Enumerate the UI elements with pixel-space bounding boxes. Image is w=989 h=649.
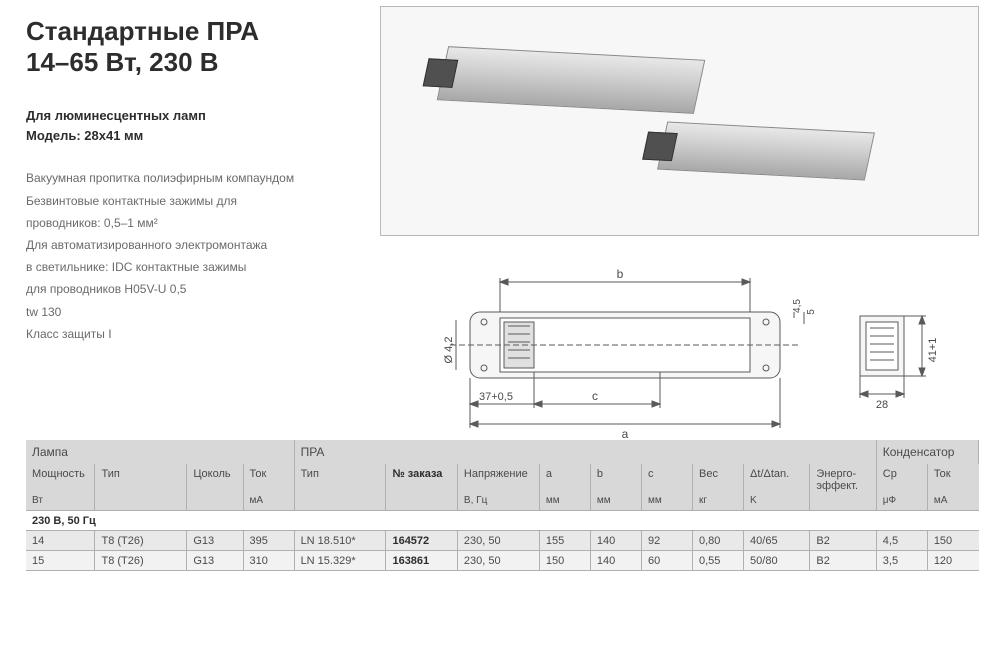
right-column: b a c 37+0,5 Ø 4,2 4,5 5 28 41+1 [380,0,989,444]
dim-45-label: 4,5 [792,299,803,313]
desc-line: Вакуумная пропитка полиэфирным компаундо… [26,167,360,189]
table-row: 14T8 (T26)G13395LN 18.510*164572230, 501… [26,530,979,550]
cell: 150 [539,550,590,570]
cell: G13 [187,550,243,570]
desc-line: в светильнике: IDC контактные зажимы [26,256,360,278]
ballast-photo-illustration [657,121,875,180]
cell: 4,5 [876,530,927,550]
cell: 230, 50 [457,530,539,550]
dimension-diagram: b a c 37+0,5 Ø 4,2 4,5 5 28 41+1 [380,264,979,444]
cell: T8 (T26) [95,550,187,570]
cell: 164572 [386,530,457,550]
col-header-11: Δt/Δtan.K [744,464,810,510]
terminal-block-icon [642,132,678,162]
cell: 120 [927,550,978,570]
cell: 14 [26,530,95,550]
desc-line: для проводников H05V-U 0,5 [26,278,360,300]
page-title-line1: Стандартные ПРА [26,16,360,47]
cell: 310 [243,550,294,570]
section-label: 230 В, 50 Гц [26,510,979,530]
cell: T8 (T26) [95,530,187,550]
col-header-5: № заказа [386,464,457,510]
dim-5-label: 5 [806,309,817,315]
product-photo-frame [380,6,979,236]
cell: 15 [26,550,95,570]
col-header-0: МощностьВт [26,464,95,510]
cell: LN 18.510* [294,530,386,550]
cell: LN 15.329* [294,550,386,570]
cell: 140 [590,550,641,570]
table-row: 15T8 (T26)G13310LN 15.329*163861230, 501… [26,550,979,570]
dim-41-label: 41+1 [927,338,939,363]
dim-b-label: b [617,267,624,281]
col-header-2: Цоколь [187,464,243,510]
cell: 230, 50 [457,550,539,570]
dim-28-label: 28 [876,399,888,411]
group-header-0: Лампа [26,440,294,464]
subtitle-model: Модель: 28x41 мм [26,126,360,146]
col-header-3: ТокмА [243,464,294,510]
cell: G13 [187,530,243,550]
left-column: Стандартные ПРА 14–65 Вт, 230 В Для люми… [0,0,380,444]
col-header-4: Тип [294,464,386,510]
cell: 395 [243,530,294,550]
col-header-8: bмм [590,464,641,510]
desc-line: Безвинтовые контактные зажимы для [26,190,360,212]
dim-a-label: a [622,427,629,441]
dim-37-label: 37+0,5 [479,391,513,403]
subtitle-lamp-type: Для люминесцентных ламп [26,106,360,126]
col-header-13: CpμФ [876,464,927,510]
cell: 40/65 [744,530,810,550]
col-header-1: Тип [95,464,187,510]
cell: 60 [641,550,692,570]
desc-line: проводников: 0,5–1 мм² [26,212,360,234]
col-header-12: Энерго- эффект. [810,464,876,510]
cell: 92 [641,530,692,550]
terminal-block-icon [423,58,459,88]
dim-c-label: c [592,389,598,403]
col-header-7: aмм [539,464,590,510]
cell: 150 [927,530,978,550]
col-header-6: НапряжениеВ, Гц [457,464,539,510]
desc-line: Для автоматизированного электромонтажа [26,234,360,256]
dim-dia-label: Ø 4,2 [443,337,455,364]
cell: 0,80 [693,530,744,550]
spec-table-wrap: ЛампаПРАКонденсатор МощностьВтТипЦокольТ… [0,440,989,571]
col-header-14: ТокмА [927,464,978,510]
col-header-10: Вескг [693,464,744,510]
cell: B2 [810,550,876,570]
description-block: Вакуумная пропитка полиэфирным компаундо… [26,167,360,345]
cell: 163861 [386,550,457,570]
cell: 50/80 [744,550,810,570]
cell: B2 [810,530,876,550]
cell: 0,55 [693,550,744,570]
cell: 155 [539,530,590,550]
ballast-photo-illustration [437,46,706,114]
desc-line: Класс защиты I [26,323,360,345]
page-title-line2: 14–65 Вт, 230 В [26,47,360,78]
spec-table: ЛампаПРАКонденсатор МощностьВтТипЦокольТ… [26,440,979,571]
cell: 140 [590,530,641,550]
col-header-9: cмм [641,464,692,510]
cell: 3,5 [876,550,927,570]
desc-line: tw 130 [26,301,360,323]
